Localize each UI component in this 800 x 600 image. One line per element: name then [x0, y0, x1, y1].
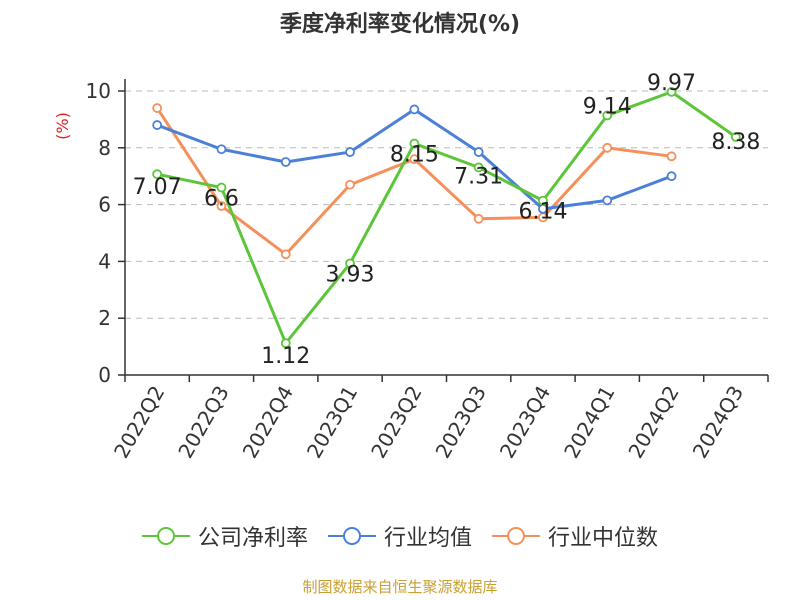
data-source-note: 制图数据来自恒生聚源数据库 — [302, 578, 498, 596]
data-point — [409, 104, 420, 115]
legend-item-industry-mean[interactable]: 行业均值 — [327, 520, 472, 552]
y-tick-label: 2 — [98, 306, 111, 330]
data-point — [409, 138, 420, 149]
series-line — [156, 90, 737, 345]
legend-symbol-company — [141, 526, 190, 546]
data-point — [216, 182, 227, 193]
data-point — [152, 103, 163, 113]
y-tick-label: 6 — [98, 193, 111, 217]
data-point — [666, 171, 677, 182]
legend: 公司净利率 行业均值 行业中位数 — [0, 520, 800, 552]
x-tick-label: 2023Q1 — [302, 382, 362, 463]
data-point — [152, 120, 163, 130]
legend-symbol-industry-median — [492, 526, 540, 546]
legend-symbol-industry-mean — [327, 526, 376, 546]
y-tick-label: 8 — [98, 136, 111, 160]
data-point — [602, 142, 613, 153]
data-point — [473, 213, 484, 224]
data-point — [216, 201, 227, 211]
x-tick-label: 2023Q2 — [366, 382, 426, 463]
data-point — [473, 162, 484, 173]
data-point — [280, 338, 291, 349]
data-point — [345, 258, 355, 269]
data-point — [345, 179, 355, 190]
data-point — [409, 154, 420, 165]
x-tick-label: 2022Q4 — [238, 382, 298, 463]
x-tick-label: 2023Q3 — [431, 382, 491, 463]
x-tick-label: 2022Q3 — [173, 382, 233, 463]
data-label: 9.97 — [647, 71, 696, 96]
legend-label-industry-median: 行业中位数 — [548, 526, 659, 551]
data-label: 7.07 — [133, 175, 182, 200]
y-tick-label: 4 — [98, 249, 111, 273]
data-label: 1.12 — [261, 344, 310, 369]
data-point — [152, 169, 163, 180]
data-point — [666, 86, 677, 97]
data-label: 7.31 — [454, 164, 503, 189]
x-tick-label: 2022Q2 — [109, 382, 169, 463]
chart-title: 季度净利率变化情况(%) — [279, 12, 521, 37]
x-tick-label: 2024Q1 — [559, 382, 619, 463]
data-point — [602, 110, 613, 121]
x-tick-label: 2023Q4 — [495, 382, 555, 463]
data-label: 6.6 — [204, 187, 239, 212]
y-tick-label: 0 — [98, 363, 111, 387]
data-label: 9.14 — [583, 94, 632, 119]
legend-item-industry-median[interactable]: 行业中位数 — [492, 520, 658, 552]
data-point — [538, 195, 548, 206]
data-label: 8.38 — [711, 130, 760, 155]
data-point — [473, 147, 484, 157]
data-point — [216, 144, 227, 155]
y-tick-label: 10 — [86, 79, 111, 103]
legend-label-company: 公司净利率 — [197, 526, 308, 551]
legend-item-company[interactable]: 公司净利率 — [141, 520, 308, 552]
data-point — [602, 195, 613, 206]
data-label: 3.93 — [326, 262, 375, 287]
y-axis-label: (%) — [53, 112, 72, 140]
data-label: 8.15 — [390, 143, 439, 168]
data-point — [730, 132, 741, 142]
data-label: 6.14 — [518, 200, 567, 225]
x-tick-label: 2024Q3 — [688, 382, 748, 463]
data-point — [280, 157, 291, 167]
data-point — [345, 147, 355, 157]
x-tick-label: 2024Q2 — [623, 382, 683, 463]
data-point — [666, 151, 677, 162]
data-point — [280, 249, 291, 260]
legend-label-industry-mean: 行业均值 — [383, 526, 472, 551]
